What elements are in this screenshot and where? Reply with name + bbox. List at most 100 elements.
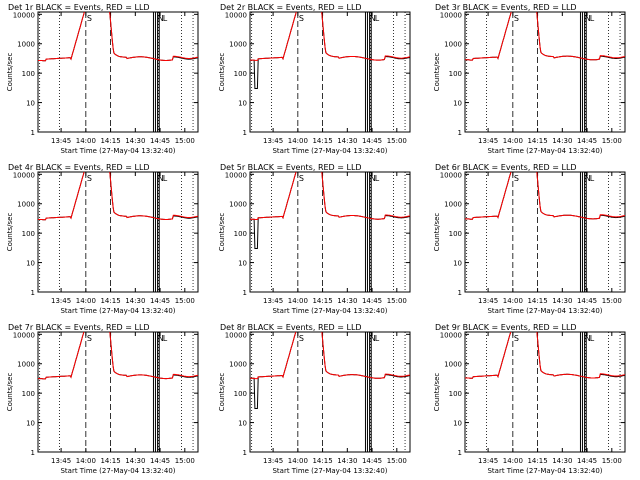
x-tick-label: 13:45 — [263, 297, 283, 305]
x-tick-label: 13:45 — [51, 297, 71, 305]
plot-frame — [464, 171, 626, 293]
y-tick-label: 1000 — [17, 361, 35, 369]
x-tick-label: 13:45 — [478, 457, 498, 465]
x-tick-label: 14:00 — [76, 137, 96, 145]
x-axis-label: Start Time (27-May-04 13:32:40) — [60, 147, 175, 155]
panel-6: 1 10 100 1000 10000 13:45 14:00 14:15 14:30 14:45… — [433, 163, 626, 315]
event-marker-s: S — [299, 334, 304, 343]
x-tick-label: 15:00 — [175, 297, 195, 305]
event-marker-l: L — [375, 174, 380, 183]
panel-2: 1 10 100 1000 10000 13:45 14:00 14:15 14:30 14:45… — [218, 3, 411, 155]
y-tick-label: 1000 — [229, 41, 247, 49]
x-tick-label: 13:45 — [263, 457, 283, 465]
y-tick-label: 10 — [238, 100, 247, 108]
plot-frame — [37, 331, 199, 453]
y-tick-label: 1 — [31, 129, 35, 137]
x-tick-label: 14:15 — [527, 457, 547, 465]
x-tick-label: 13:45 — [263, 137, 283, 145]
x-tick-label: 14:45 — [150, 457, 170, 465]
lld-series — [465, 12, 625, 61]
panel-5: 1 10 100 1000 10000 13:45 14:00 14:15 14:30 14:45… — [218, 163, 411, 315]
lld-series — [250, 332, 410, 380]
x-tick-label: 14:15 — [527, 297, 547, 305]
panel-title: Det 5r BLACK = Events, RED = LLD — [220, 163, 362, 172]
x-tick-label: 14:30 — [552, 457, 572, 465]
x-tick-label: 14:30 — [125, 457, 145, 465]
y-tick-label: 10 — [26, 100, 35, 108]
y-tick-label: 1000 — [229, 201, 247, 209]
panel-title: Det 7r BLACK = Events, RED = LLD — [8, 323, 150, 332]
panel-3: 1 10 100 1000 10000 13:45 14:00 14:15 14:30 14:45… — [433, 3, 626, 155]
event-marker-n: N — [158, 174, 164, 183]
plot-frame — [464, 11, 626, 133]
plot-frame — [464, 331, 626, 453]
y-tick-label: 10000 — [13, 331, 35, 339]
lld-series — [250, 12, 410, 61]
x-tick-label: 14:30 — [337, 297, 357, 305]
event-marker-n: N — [585, 334, 591, 343]
x-tick-label: 15:00 — [387, 457, 407, 465]
panel-4: 1 10 100 1000 10000 13:45 14:00 14:15 14:30 14:45… — [6, 163, 199, 315]
event-marker-s: S — [514, 174, 519, 183]
x-tick-label: 14:15 — [312, 457, 332, 465]
x-tick-label: 14:15 — [527, 137, 547, 145]
event-marker-l: L — [163, 174, 168, 183]
x-tick-label: 14:00 — [288, 457, 308, 465]
y-tick-label: 1 — [243, 289, 247, 297]
y-tick-label: 1 — [243, 129, 247, 137]
x-tick-label: 14:30 — [125, 137, 145, 145]
x-tick-label: 14:45 — [150, 297, 170, 305]
y-tick-label: 10000 — [13, 171, 35, 179]
panel-title: Det 6r BLACK = Events, RED = LLD — [435, 163, 577, 172]
x-tick-label: 14:15 — [100, 457, 120, 465]
event-marker-s: S — [299, 14, 304, 23]
plot-frame — [249, 331, 411, 453]
y-axis-label: Counts/sec — [218, 53, 226, 92]
y-tick-label: 100 — [234, 390, 247, 398]
y-axis-label: Counts/sec — [218, 373, 226, 412]
y-tick-label: 100 — [22, 70, 35, 78]
y-tick-label: 10 — [238, 260, 247, 268]
y-axis-label: Counts/sec — [6, 213, 14, 252]
x-tick-label: 14:15 — [312, 297, 332, 305]
event-marker-l: L — [163, 334, 168, 343]
panel-title: Det 3r BLACK = Events, RED = LLD — [435, 3, 577, 12]
x-tick-label: 14:30 — [552, 297, 572, 305]
panel-7: 1 10 100 1000 10000 13:45 14:00 14:15 14:30 14:45… — [6, 323, 199, 475]
event-marker-l: L — [163, 14, 168, 23]
x-axis-label: Start Time (27-May-04 13:32:40) — [487, 307, 602, 315]
x-tick-label: 13:45 — [478, 137, 498, 145]
y-axis-label: Counts/sec — [6, 53, 14, 92]
y-tick-label: 100 — [449, 70, 462, 78]
x-axis-label: Start Time (27-May-04 13:32:40) — [487, 467, 602, 475]
event-marker-l: L — [590, 334, 595, 343]
event-marker-n: N — [585, 14, 591, 23]
plot-frame — [249, 11, 411, 133]
x-tick-label: 14:45 — [362, 297, 382, 305]
event-marker-n: N — [158, 334, 164, 343]
y-tick-label: 100 — [449, 390, 462, 398]
x-tick-label: 14:00 — [76, 457, 96, 465]
y-tick-label: 10 — [26, 260, 35, 268]
plot-frame — [249, 171, 411, 293]
event-marker-s: S — [514, 334, 519, 343]
lld-series — [38, 12, 198, 62]
y-tick-label: 10000 — [225, 331, 247, 339]
y-axis-label: Counts/sec — [6, 373, 14, 412]
y-tick-label: 1000 — [17, 201, 35, 209]
x-tick-label: 15:00 — [387, 297, 407, 305]
x-tick-label: 14:45 — [362, 137, 382, 145]
y-tick-label: 100 — [22, 230, 35, 238]
x-tick-label: 14:00 — [503, 457, 523, 465]
event-marker-s: S — [514, 14, 519, 23]
y-tick-label: 10000 — [225, 171, 247, 179]
x-tick-label: 15:00 — [602, 297, 622, 305]
y-tick-label: 10000 — [225, 11, 247, 19]
event-marker-n: N — [370, 14, 376, 23]
y-tick-label: 1000 — [444, 361, 462, 369]
y-tick-label: 1 — [31, 449, 35, 457]
x-tick-label: 15:00 — [602, 137, 622, 145]
x-tick-label: 13:45 — [51, 457, 71, 465]
y-tick-label: 10000 — [440, 171, 462, 179]
y-tick-label: 10000 — [13, 11, 35, 19]
